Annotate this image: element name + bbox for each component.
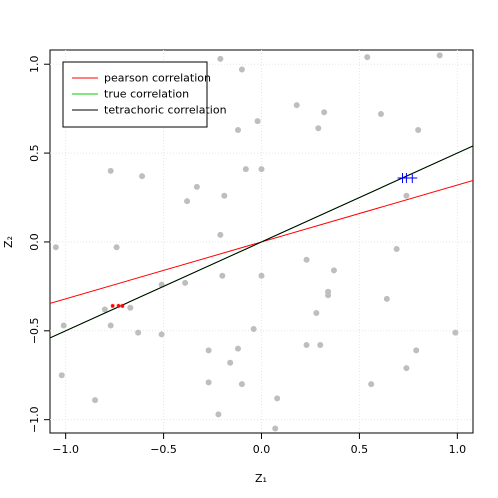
point <box>258 272 265 279</box>
point <box>221 192 228 199</box>
point <box>205 379 212 386</box>
point <box>238 66 245 73</box>
point <box>368 381 375 388</box>
point <box>303 342 310 349</box>
point <box>436 52 443 59</box>
point <box>377 110 384 117</box>
point <box>242 166 249 173</box>
x-tick-label: 1.0 <box>449 443 467 456</box>
y-tick-label: 0.0 <box>28 233 41 251</box>
marker <box>407 172 418 183</box>
legend-label: pearson correlation <box>104 72 211 85</box>
point <box>52 244 59 251</box>
point <box>415 126 422 133</box>
point <box>135 329 142 336</box>
point <box>364 54 371 61</box>
point <box>113 244 120 251</box>
x-tick-label: 0.5 <box>351 443 369 456</box>
legend-label: tetrachoric correlation <box>104 104 227 117</box>
point <box>127 304 134 311</box>
point <box>235 126 241 133</box>
point <box>219 272 226 279</box>
x-tick-label: −0.5 <box>150 443 177 456</box>
plot-area <box>50 52 473 432</box>
point <box>182 279 189 286</box>
point <box>227 359 234 366</box>
point <box>107 167 114 174</box>
point <box>393 246 400 253</box>
point <box>217 231 224 238</box>
y-axis-label: Z₂ <box>2 236 15 248</box>
point <box>184 198 191 205</box>
point <box>452 329 459 336</box>
point <box>139 173 146 180</box>
point <box>330 267 337 274</box>
point <box>317 342 324 349</box>
point <box>235 345 241 352</box>
point <box>238 381 245 388</box>
point <box>403 192 410 199</box>
point <box>107 322 114 329</box>
point <box>383 295 390 302</box>
point <box>413 347 420 354</box>
point <box>58 372 65 379</box>
point <box>92 397 99 404</box>
y-tick-label: −1.0 <box>28 406 41 433</box>
marker <box>116 303 121 308</box>
point <box>158 331 165 338</box>
x-tick-label: −1.0 <box>52 443 79 456</box>
point <box>274 395 281 402</box>
point <box>321 109 328 116</box>
point <box>315 125 322 132</box>
legend-label: true correlation <box>104 88 189 101</box>
point <box>254 118 261 125</box>
point <box>325 292 332 299</box>
point <box>215 411 222 418</box>
point <box>217 55 224 62</box>
marker <box>110 303 115 308</box>
point <box>258 166 265 173</box>
point <box>303 256 310 263</box>
point <box>60 322 67 329</box>
point <box>293 102 300 109</box>
y-tick-label: 0.5 <box>28 144 41 162</box>
y-tick-label: 1.0 <box>28 55 41 73</box>
point <box>250 326 257 333</box>
x-axis-label: Z₁ <box>255 472 267 485</box>
x-tick-label: 0.0 <box>253 443 271 456</box>
marker <box>120 303 125 308</box>
point <box>193 183 200 190</box>
y-tick-label: −0.5 <box>28 317 41 344</box>
point <box>403 365 410 372</box>
point <box>101 306 108 313</box>
point <box>205 347 212 354</box>
point <box>272 425 279 432</box>
point <box>313 310 320 317</box>
